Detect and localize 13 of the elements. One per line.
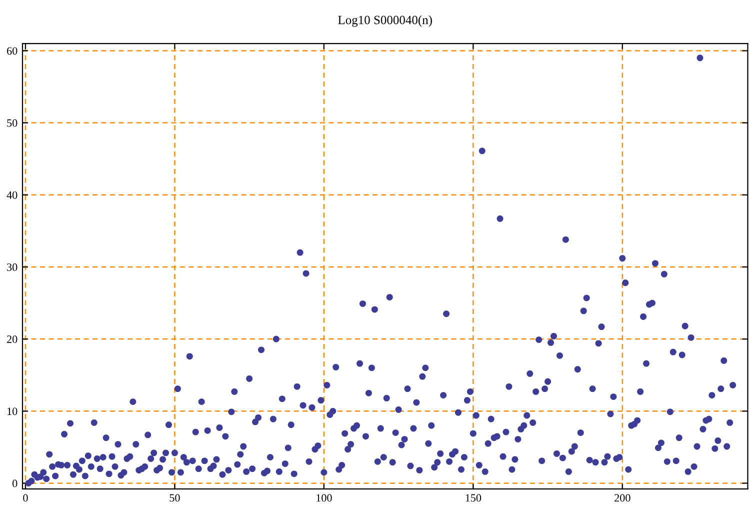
chart-title: Log10 S000040(n)	[338, 15, 432, 27]
y-tick-label: 10	[8, 408, 18, 416]
y-tick-label: 50	[7, 119, 18, 127]
x-tick-label: 0	[23, 494, 28, 502]
y-tick-label: 40	[6, 191, 18, 199]
y-tick-label: 30	[7, 263, 18, 271]
y-tick-label: 60	[7, 47, 18, 55]
x-tick-label: 200	[614, 494, 630, 502]
y-tick-label: 20	[7, 336, 18, 344]
y-tick-label: 0	[12, 480, 18, 488]
x-tick-label: 150	[466, 494, 482, 502]
x-tick-label: 100	[316, 494, 332, 502]
x-tick-label: 50	[170, 494, 180, 502]
